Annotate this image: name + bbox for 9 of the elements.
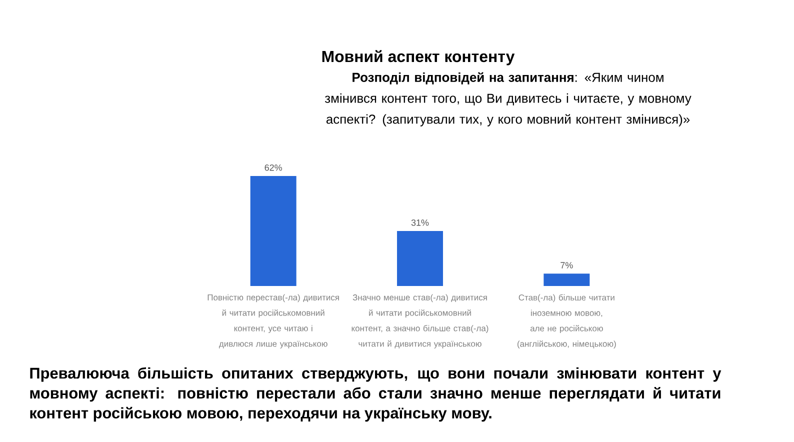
text: Превалююча більшість опитаних стверджують, що вони почали змінювати контент у мовному аспекті: повністю перестали або стали значно менше переглядати й читати контент російською мовою, переходячи на українську мову. [30,367,722,422]
x-tick-label: Значно менше став(-ла) дивитися й читати російськомовний контент, а значно більше став(-ла) читати й дивитися українською [352,294,488,348]
data-label: 62% [264,164,282,171]
x-tick-label: Повністю перестав(-ла) дивитися й читати російськомовний контент, усе читаю і дивлюся лише українською [208,294,339,348]
x-tick-label: Став(-ла) більше читати іноземною мовою, але не російською (англійською, німецькою) [518,294,616,348]
chart-title: Мовний аспект контенту [322,50,515,66]
data-label: 7% [560,262,573,268]
data-label: 31% [411,219,429,226]
chart-subtitle: Розподіл відповідей на запитання: «Яким чином змінився контент того, що Ви дивитесь і читаєте, у мовному аспекті? (запитували тих, у кого мовний контент змінився)» [324,72,692,126]
